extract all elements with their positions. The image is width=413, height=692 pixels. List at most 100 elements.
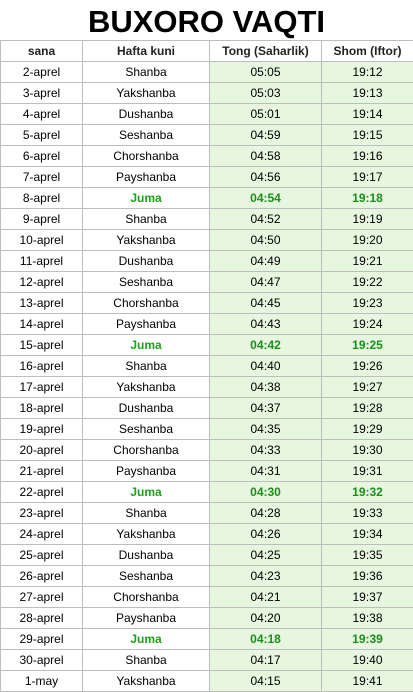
iftar-time-cell: 19:20 (322, 230, 413, 251)
page-title: BUXORO VAQTI (0, 0, 413, 40)
date-cell: 23-aprel (1, 503, 83, 524)
iftar-time-cell: 19:16 (322, 146, 413, 167)
iftar-time-cell: 19:38 (322, 608, 413, 629)
iftar-time-cell: 19:22 (322, 272, 413, 293)
weekday-cell: Shanba (83, 650, 210, 671)
suhoor-time-cell: 04:58 (210, 146, 322, 167)
iftar-time-cell: 19:23 (322, 293, 413, 314)
iftar-time-cell: 19:39 (322, 629, 413, 650)
schedule-table: sana Hafta kuni Tong (Saharlik) Shom (If… (0, 40, 413, 692)
weekday-cell: Shanba (83, 209, 210, 230)
suhoor-time-cell: 04:20 (210, 608, 322, 629)
date-cell: 16-aprel (1, 356, 83, 377)
suhoor-time-cell: 04:37 (210, 398, 322, 419)
iftar-time-cell: 19:12 (322, 62, 413, 83)
date-cell: 13-aprel (1, 293, 83, 314)
date-cell: 17-aprel (1, 377, 83, 398)
suhoor-time-cell: 04:54 (210, 188, 322, 209)
header-row: sana Hafta kuni Tong (Saharlik) Shom (If… (1, 41, 413, 62)
iftar-time-cell: 19:28 (322, 398, 413, 419)
suhoor-time-cell: 04:17 (210, 650, 322, 671)
iftar-time-cell: 19:34 (322, 524, 413, 545)
suhoor-time-cell: 05:01 (210, 104, 322, 125)
weekday-cell: Chorshanba (83, 440, 210, 461)
suhoor-time-cell: 04:21 (210, 587, 322, 608)
suhoor-time-cell: 05:03 (210, 83, 322, 104)
suhoor-time-cell: 04:45 (210, 293, 322, 314)
date-cell: 26-aprel (1, 566, 83, 587)
date-cell: 19-aprel (1, 419, 83, 440)
date-cell: 11-aprel (1, 251, 83, 272)
iftar-time-cell: 19:26 (322, 356, 413, 377)
weekday-cell: Payshanba (83, 461, 210, 482)
date-cell: 7-aprel (1, 167, 83, 188)
weekday-cell: Yakshanba (83, 83, 210, 104)
column-header-suhoor: Tong (Saharlik) (210, 41, 322, 62)
weekday-cell: Dushanba (83, 104, 210, 125)
date-cell: 2-aprel (1, 62, 83, 83)
iftar-time-cell: 19:14 (322, 104, 413, 125)
date-cell: 4-aprel (1, 104, 83, 125)
suhoor-time-cell: 04:28 (210, 503, 322, 524)
suhoor-time-cell: 04:52 (210, 209, 322, 230)
date-cell: 8-aprel (1, 188, 83, 209)
suhoor-time-cell: 04:18 (210, 629, 322, 650)
iftar-time-cell: 19:32 (322, 482, 413, 503)
iftar-time-cell: 19:35 (322, 545, 413, 566)
suhoor-time-cell: 04:30 (210, 482, 322, 503)
iftar-time-cell: 19:30 (322, 440, 413, 461)
date-cell: 22-aprel (1, 482, 83, 503)
iftar-time-cell: 19:25 (322, 335, 413, 356)
column-header-iftar: Shom (Iftor) (322, 41, 413, 62)
weekday-cell: Payshanba (83, 314, 210, 335)
iftar-time-cell: 19:18 (322, 188, 413, 209)
weekday-cell: Payshanba (83, 167, 210, 188)
weekday-cell: Chorshanba (83, 293, 210, 314)
weekday-cell: Yakshanba (83, 377, 210, 398)
date-cell: 24-aprel (1, 524, 83, 545)
iftar-time-cell: 19:13 (322, 83, 413, 104)
date-cell: 28-aprel (1, 608, 83, 629)
weekday-cell: Yakshanba (83, 230, 210, 251)
weekday-cell: Juma (83, 335, 210, 356)
weekday-cell: Seshanba (83, 125, 210, 146)
suhoor-time-cell: 04:56 (210, 167, 322, 188)
weekday-cell: Yakshanba (83, 524, 210, 545)
column-header-weekday: Hafta kuni (83, 41, 210, 62)
weekday-cell: Shanba (83, 62, 210, 83)
weekday-cell: Dushanba (83, 251, 210, 272)
weekday-cell: Juma (83, 482, 210, 503)
weekday-cell: Chorshanba (83, 146, 210, 167)
date-cell: 27-aprel (1, 587, 83, 608)
date-cell: 15-aprel (1, 335, 83, 356)
iftar-time-cell: 19:15 (322, 125, 413, 146)
iftar-time-cell: 19:17 (322, 167, 413, 188)
weekday-cell: Seshanba (83, 566, 210, 587)
date-cell: 21-aprel (1, 461, 83, 482)
iftar-time-cell: 19:36 (322, 566, 413, 587)
suhoor-time-cell: 04:38 (210, 377, 322, 398)
date-cell: 14-aprel (1, 314, 83, 335)
suhoor-time-cell: 04:50 (210, 230, 322, 251)
